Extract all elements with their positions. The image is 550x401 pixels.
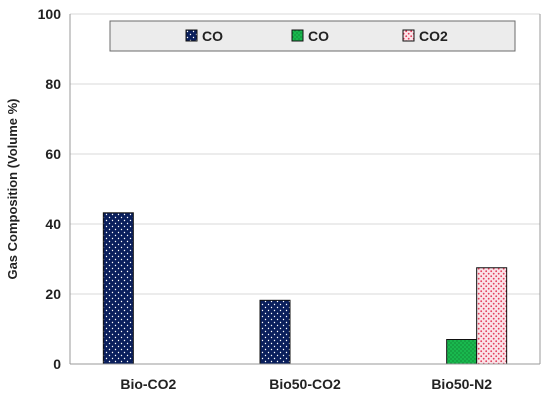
legend-swatch	[185, 29, 198, 42]
gridlines	[70, 13, 540, 295]
y-tick-label: 80	[45, 76, 61, 92]
bar-bio50-n2-series-1	[446, 339, 478, 365]
bar-bio50-n2-series-2	[476, 267, 508, 365]
legend-swatch	[291, 29, 304, 42]
bar-bio-co2-series-0	[102, 212, 134, 365]
y-tick-label: 60	[45, 146, 61, 162]
legend-label: CO	[202, 28, 223, 44]
bars	[102, 212, 508, 365]
x-tick-label: Bio50-N2	[431, 376, 492, 392]
bar-bio50-co2-series-0	[259, 299, 291, 365]
y-tick-label: 40	[45, 216, 61, 232]
x-tick-label: Bio-CO2	[120, 376, 176, 392]
y-axis-title: Gas Composition (Volume %)	[5, 98, 20, 279]
legend-box	[109, 20, 516, 52]
y-tick-label: 20	[45, 286, 61, 302]
legend: CO CO CO2	[109, 20, 516, 52]
x-tick-label: Bio50-CO2	[269, 376, 341, 392]
y-tick-label: 100	[38, 6, 62, 22]
legend-label: CO2	[419, 28, 448, 44]
legend-swatch	[402, 29, 415, 42]
y-tick-label: 0	[53, 356, 61, 372]
legend-label: CO	[308, 28, 329, 44]
x-tick-labels: Bio-CO2 Bio50-CO2 Bio50-N2	[120, 376, 492, 392]
axes	[69, 14, 541, 365]
y-tick-labels: 0 20 40 60 80 100	[38, 6, 62, 372]
